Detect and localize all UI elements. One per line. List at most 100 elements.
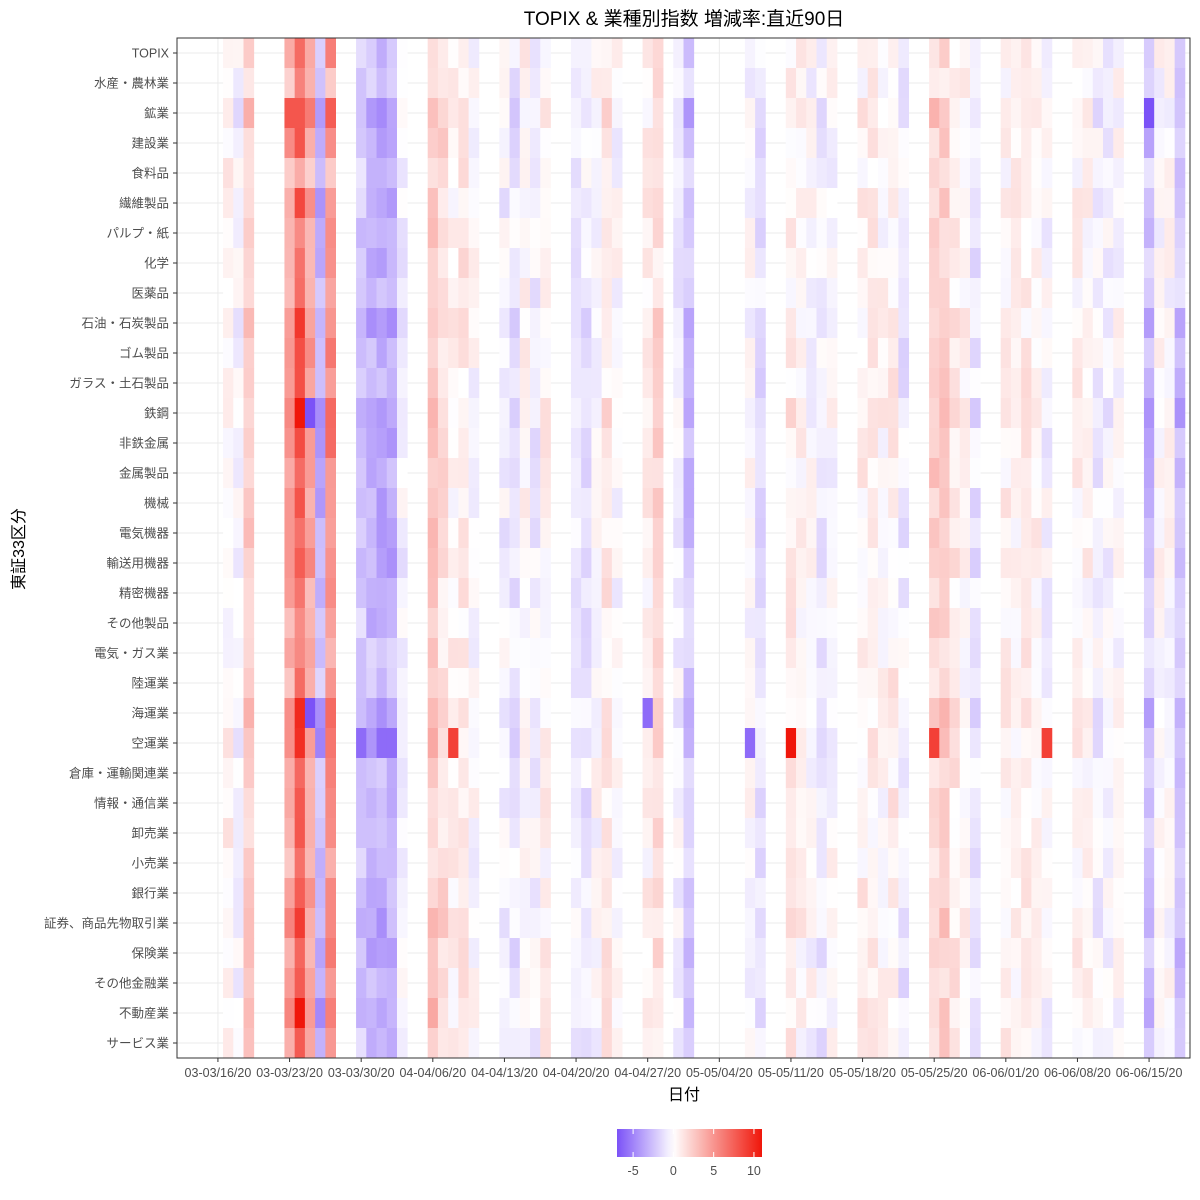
heatmap-cell bbox=[1010, 788, 1022, 819]
heatmap-cell bbox=[929, 548, 940, 579]
heatmap-cell bbox=[540, 278, 551, 309]
heatmap-cell bbox=[755, 308, 766, 339]
heatmap-cell bbox=[796, 608, 807, 639]
heatmap-cell bbox=[509, 518, 521, 549]
heatmap-cell bbox=[1082, 428, 1094, 459]
heatmap-cell bbox=[284, 218, 296, 249]
heatmap-cell bbox=[673, 1028, 684, 1059]
heatmap-cell bbox=[376, 878, 388, 909]
heatmap-cell bbox=[673, 38, 684, 69]
heatmap-cell bbox=[304, 488, 316, 519]
heatmap-cell bbox=[294, 578, 306, 609]
heatmap-cell bbox=[1072, 518, 1083, 549]
heatmap-cell bbox=[949, 338, 961, 369]
heatmap-cell bbox=[1000, 878, 1012, 909]
heatmap-cell bbox=[325, 908, 336, 939]
heatmap-cell bbox=[857, 818, 869, 849]
heatmap-cell bbox=[315, 788, 326, 819]
heatmap-cell bbox=[284, 308, 296, 339]
heatmap-cell bbox=[570, 128, 582, 159]
heatmap-cell bbox=[223, 368, 234, 399]
heatmap-cell bbox=[468, 848, 480, 879]
heatmap-cell bbox=[396, 338, 408, 369]
heatmap-cell bbox=[1072, 308, 1083, 339]
heatmap-cell bbox=[1164, 68, 1176, 99]
y-tick-label: 陸運業 bbox=[131, 676, 169, 691]
heatmap-cell bbox=[683, 98, 695, 129]
heatmap-cell bbox=[601, 368, 613, 399]
heatmap-cell bbox=[1154, 518, 1165, 549]
heatmap-cell bbox=[376, 188, 388, 219]
heatmap-cell bbox=[396, 938, 408, 969]
heatmap-cell bbox=[581, 128, 592, 159]
heatmap-cell bbox=[325, 578, 336, 609]
heatmap-cell bbox=[601, 608, 613, 639]
heatmap-cell bbox=[744, 278, 756, 309]
heatmap-cell bbox=[540, 368, 551, 399]
heatmap-cell bbox=[233, 728, 244, 759]
heatmap-cell bbox=[304, 668, 316, 699]
heatmap-cell bbox=[284, 608, 296, 639]
heatmap-cell bbox=[1174, 248, 1186, 279]
heatmap-cell bbox=[233, 818, 244, 849]
heatmap-cell bbox=[1021, 188, 1032, 219]
heatmap-cell bbox=[755, 788, 766, 819]
heatmap-cell bbox=[581, 458, 592, 489]
heatmap-cell bbox=[530, 398, 541, 429]
heatmap-cell bbox=[826, 608, 838, 639]
heatmap-cell bbox=[673, 458, 684, 489]
heatmap-cell bbox=[970, 608, 981, 639]
heatmap-cell bbox=[949, 98, 961, 129]
heatmap-cell bbox=[949, 668, 961, 699]
heatmap-cell bbox=[877, 878, 889, 909]
heatmap-cell bbox=[949, 68, 961, 99]
heatmap-cell bbox=[959, 398, 971, 429]
heatmap-cell bbox=[1113, 68, 1124, 99]
heatmap-cell bbox=[284, 818, 296, 849]
heatmap-cell bbox=[755, 608, 766, 639]
heatmap-cell bbox=[1143, 98, 1155, 129]
heatmap-cell bbox=[540, 818, 551, 849]
heatmap-cell bbox=[325, 428, 336, 459]
heatmap-cell bbox=[601, 128, 613, 159]
heatmap-cell bbox=[611, 128, 623, 159]
heatmap-cell bbox=[1031, 968, 1043, 999]
heatmap-cell bbox=[867, 428, 879, 459]
heatmap-cell bbox=[499, 998, 510, 1029]
heatmap-cell bbox=[243, 338, 255, 369]
heatmap-cell bbox=[877, 218, 889, 249]
heatmap-cell bbox=[857, 1028, 869, 1059]
heatmap-cell bbox=[959, 428, 971, 459]
heatmap-cell bbox=[396, 518, 408, 549]
heatmap-cell bbox=[744, 668, 756, 699]
heatmap-cell bbox=[233, 518, 244, 549]
heatmap-cell bbox=[437, 338, 449, 369]
heatmap-cell bbox=[519, 1028, 531, 1059]
heatmap-cell bbox=[243, 368, 255, 399]
heatmap-cell bbox=[581, 308, 592, 339]
heatmap-cell bbox=[376, 608, 388, 639]
heatmap-cell bbox=[929, 338, 940, 369]
heatmap-cell bbox=[949, 398, 961, 429]
heatmap-cell bbox=[652, 38, 664, 69]
heatmap-cell bbox=[929, 368, 940, 399]
heatmap-cell bbox=[458, 488, 470, 519]
heatmap-cell bbox=[642, 968, 654, 999]
heatmap-cell bbox=[939, 818, 950, 849]
heatmap-cell bbox=[499, 128, 510, 159]
heatmap-cell bbox=[509, 368, 521, 399]
heatmap-cell bbox=[867, 158, 879, 189]
heatmap-cell bbox=[939, 758, 950, 789]
heatmap-cell bbox=[959, 938, 971, 969]
heatmap-cell bbox=[1041, 248, 1053, 279]
heatmap-cell bbox=[284, 488, 296, 519]
heatmap-cell bbox=[867, 848, 879, 879]
heatmap-cell bbox=[898, 1028, 910, 1059]
y-tick-label: 保険業 bbox=[131, 946, 169, 961]
heatmap-cell bbox=[356, 218, 367, 249]
y-tick-label: 小売業 bbox=[131, 856, 169, 871]
heatmap-cell bbox=[1092, 398, 1104, 429]
heatmap-cell bbox=[806, 1028, 817, 1059]
heatmap-cell bbox=[530, 968, 541, 999]
heatmap-cell bbox=[284, 878, 296, 909]
